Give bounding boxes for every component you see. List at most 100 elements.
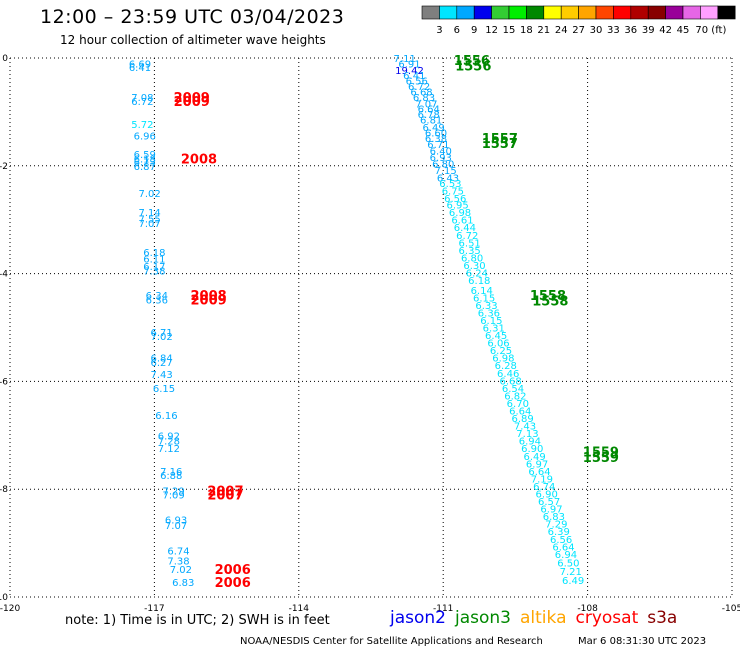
wave-height-label: 6.39	[548, 527, 570, 538]
wave-height-label: 7.13	[516, 429, 538, 440]
wave-height-label: 6.89	[511, 414, 533, 425]
colorbar-label: 21	[537, 25, 550, 36]
wave-height-label: 7.15	[434, 166, 456, 177]
wave-height-label: 7.43	[514, 422, 536, 433]
wave-height-label: 6.51	[459, 238, 481, 249]
wave-height-label: 6.84	[150, 354, 172, 365]
wave-height-label: 7.29	[163, 486, 185, 497]
units-note: note: 1) Time is in UTC; 2) SWH is in fe…	[65, 613, 330, 628]
wave-height-label: 6.68	[410, 87, 432, 98]
wave-height-label: 6.94	[555, 550, 577, 561]
wave-height-label: 6.64	[552, 542, 574, 553]
wave-height-label: 6.45	[485, 331, 507, 342]
wave-height-label: 6.38	[425, 134, 447, 145]
wave-height-label: 7.08	[131, 93, 153, 104]
wave-height-label: 6.15	[153, 384, 175, 395]
wave-height-label: 6.91	[398, 59, 420, 70]
wave-height-label: 6.16	[155, 411, 177, 422]
chart-subtitle: 12 hour collection of altimeter wave hei…	[60, 33, 326, 47]
wave-height-label: 6.35	[459, 246, 481, 257]
wave-height-label: 6.98	[449, 208, 471, 219]
x-tick-label: -120	[0, 604, 20, 614]
pass-number-label: 2006	[215, 563, 251, 578]
wave-height-label: 6.11	[143, 255, 165, 266]
wave-height-label: 6.30	[463, 261, 485, 272]
wave-height-label: 6.64	[509, 407, 531, 418]
legend-item-jason2: jason2	[390, 608, 446, 628]
satellite-legend: jason2 jason3 altika cryosat s3a	[390, 608, 686, 628]
pass-number-label: 1557	[482, 132, 518, 147]
colorbar-label: 24	[555, 25, 568, 36]
y-tick-label: -8	[0, 485, 8, 495]
wave-height-label: 6.80	[432, 160, 454, 171]
wave-height-label: 7.11	[394, 54, 416, 65]
wave-height-label: 6.43	[437, 174, 459, 185]
wave-height-label: 6.49	[422, 123, 444, 134]
wave-height-label: 6.15	[480, 316, 502, 327]
wave-height-label: 6.96	[134, 132, 156, 143]
colorbar-label: 15	[503, 25, 516, 36]
wave-height-label: 7.07	[165, 521, 187, 532]
wave-height-label: 7.28	[158, 437, 180, 448]
colorbar-label: 33	[607, 25, 620, 36]
colorbar-label: 27	[572, 25, 585, 36]
wave-height-label: 6.49	[562, 576, 584, 587]
pass-number-label: 1557	[482, 137, 518, 152]
wave-height-label: 7.07	[138, 219, 160, 230]
colorbar-label: 70 (ft)	[695, 25, 726, 36]
wave-height-label: 6.72	[456, 231, 478, 242]
colorbar-label: 9	[471, 25, 477, 36]
wave-height-label: 6.17	[143, 262, 165, 273]
pass-number-label: 2009	[174, 91, 210, 106]
wave-height-label: 6.82	[504, 391, 526, 402]
wave-height-label: 7.38	[167, 556, 189, 567]
wave-height-label: 6.18	[468, 276, 490, 287]
wave-height-label: 6.90	[521, 444, 543, 455]
wave-height-label: 5.72	[131, 120, 153, 131]
y-tick-label: -2	[0, 162, 8, 172]
wave-height-label: 6.98	[492, 354, 514, 365]
pass-number-label: 1558	[532, 295, 568, 310]
x-tick-label: -111	[433, 604, 453, 614]
wave-height-label: 6.56	[550, 535, 572, 546]
wave-height-label: 6.54	[502, 384, 524, 395]
wave-height-label: 6.14	[471, 286, 493, 297]
wave-height-label: 6.18	[134, 154, 156, 165]
y-tick-label: -4	[0, 270, 8, 280]
legend-item-s3a: s3a	[647, 608, 678, 628]
colorbar-label: 6	[454, 25, 460, 36]
wave-height-label: 6.59	[134, 150, 156, 161]
wave-height-label: 7.43	[150, 370, 172, 381]
colorbar-label: 45	[677, 25, 690, 36]
wave-height-label: 19.42	[395, 66, 424, 77]
wave-height-label: 7.29	[545, 520, 567, 531]
wave-height-label: 7.38	[143, 266, 165, 277]
wave-height-label: 6.81	[420, 115, 442, 126]
wave-height-label: 7.14	[138, 208, 160, 219]
pass-number-label: 2008	[181, 152, 217, 167]
wave-height-label: 7.21	[560, 567, 582, 578]
wave-height-label: 6.95	[447, 201, 469, 212]
wave-height-label: 6.71	[150, 328, 172, 339]
wave-height-label: 7.12	[158, 444, 180, 455]
wave-height-label: 6.94	[519, 437, 541, 448]
wave-height-label: 6.53	[439, 179, 461, 190]
pass-number-label: 2009	[191, 293, 227, 308]
legend-item-altika: altika	[520, 608, 567, 628]
colorbar-label: 42	[659, 25, 672, 36]
wave-height-label: 7.07	[415, 99, 437, 110]
wave-height-label: 6.68	[499, 376, 521, 387]
y-tick-label: -6	[0, 377, 8, 387]
wave-height-label: 6.24	[466, 269, 488, 280]
x-tick-label: -117	[144, 604, 164, 614]
wave-height-label: 6.15	[473, 293, 495, 304]
wave-height-label: 6.83	[172, 578, 194, 589]
wave-height-label: 6.64	[418, 105, 440, 116]
wave-height-label: 6.87	[134, 162, 156, 173]
wave-height-label: 6.93	[165, 515, 187, 526]
generated-timestamp: Mar 6 08:31:30 UTC 2023	[578, 636, 707, 647]
wave-height-label: 6.74	[533, 482, 555, 493]
colorbar-label: 18	[520, 25, 533, 36]
wave-height-label: 6.72	[131, 97, 153, 108]
